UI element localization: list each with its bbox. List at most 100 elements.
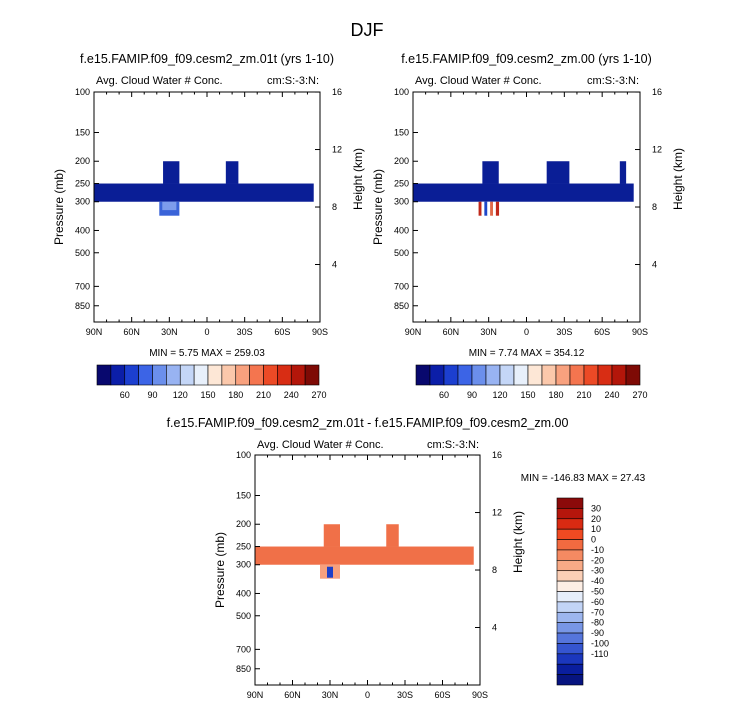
colorbar-label: -110 [591, 649, 608, 659]
x-tick-label: 90N [405, 327, 422, 337]
min-max-stats: MIN = 5.75 MAX = 259.03 [149, 348, 265, 359]
x-tick-label: 60N [123, 327, 140, 337]
subtitle-left: Avg. Cloud Water # Conc. [415, 75, 542, 87]
colorbar-swatch [556, 528, 584, 540]
y-right-tick-label: 8 [332, 202, 337, 212]
colorbar-label: -80 [591, 618, 604, 628]
data-blob [481, 201, 485, 216]
data-blob [490, 201, 494, 216]
y-right-tick-label: 12 [332, 145, 342, 155]
colorbar-swatch [541, 364, 557, 386]
colorbar-swatch [527, 364, 543, 386]
y-tick-label: 700 [394, 281, 409, 291]
colorbar: 60 90 120 150 180 210 240 270 [415, 364, 648, 400]
y-tick-label: 300 [236, 560, 251, 570]
page-title: DJF [351, 20, 384, 40]
min-max-stats: MIN = -146.83 MAX = 27.43 [521, 473, 646, 484]
y-tick-label: 100 [236, 450, 251, 460]
colorbar-swatch [277, 364, 292, 386]
y-tick-label: 500 [75, 248, 90, 258]
y-tick-label: 300 [394, 197, 409, 207]
colorbar-swatch [166, 364, 181, 386]
chart-title: f.e15.FAMIP.f09_f09.cesm2_zm.00 (yrs 1-1… [401, 52, 652, 66]
colorbar-label: 270 [311, 390, 326, 400]
x-tick-label: 60S [594, 327, 610, 337]
colorbar-label: 60 [439, 390, 449, 400]
data-tower [546, 161, 570, 184]
colorbar-swatch [556, 632, 584, 644]
colorbar-label: -100 [591, 638, 609, 648]
data-band [255, 546, 474, 565]
y-right-tick-label: 12 [492, 508, 502, 518]
x-tick-label: 90S [472, 690, 488, 700]
y-right-tick-label: 16 [652, 87, 662, 97]
colorbar-swatch [249, 364, 264, 386]
data-blob [484, 201, 488, 216]
y-right-axis-label: Height (km) [351, 148, 365, 210]
colorbar-swatch [569, 364, 585, 386]
chart-title: f.e15.FAMIP.f09_f09.cesm2_zm.01t - f.e15… [167, 416, 569, 430]
colorbar-label: 0 [591, 535, 596, 545]
colorbar-swatch [457, 364, 473, 386]
data-tower [619, 161, 627, 184]
x-tick-label: 30N [322, 690, 339, 700]
plot-frame [93, 91, 321, 323]
data-tower [225, 161, 239, 184]
colorbar-swatch [556, 518, 584, 530]
colorbar-swatch [556, 497, 584, 509]
colorbar-swatch [152, 364, 167, 386]
colorbar-swatch [110, 364, 126, 386]
data-tower [163, 161, 180, 184]
colorbar-swatch [556, 643, 584, 655]
colorbar-swatch [556, 549, 584, 561]
y-right-tick-label: 8 [492, 565, 497, 575]
colorbar-swatch [556, 663, 584, 675]
colorbar-swatch [625, 364, 641, 386]
x-tick-label: 30N [480, 327, 497, 337]
colorbar-swatch [429, 364, 445, 386]
colorbar-swatch [138, 364, 153, 386]
colorbar-swatch [179, 364, 195, 386]
y-tick-label: 500 [394, 248, 409, 258]
x-tick-label: 60S [274, 327, 290, 337]
x-tick-label: 90S [312, 327, 328, 337]
colorbar-label: 240 [604, 390, 619, 400]
data-blob [327, 566, 333, 578]
x-tick-label: 0 [365, 690, 370, 700]
colorbar-swatch [96, 364, 112, 386]
y-tick-label: 700 [236, 644, 251, 654]
data-band [413, 183, 634, 202]
data-tower [386, 524, 399, 547]
y-tick-label: 400 [75, 225, 90, 235]
data-band [94, 183, 314, 202]
y-tick-label: 300 [75, 197, 90, 207]
y-tick-label: 100 [394, 87, 409, 97]
y-tick-label: 150 [75, 128, 90, 138]
colorbar-swatch [415, 364, 431, 386]
y-tick-label: 250 [394, 179, 409, 189]
colorbar-label: 120 [492, 390, 507, 400]
data-blob [492, 201, 497, 216]
colorbar-label: 10 [591, 524, 601, 534]
colorbar-swatch [556, 570, 584, 582]
y-right-axis-label: Height (km) [511, 511, 525, 573]
x-tick-label: 90N [247, 690, 264, 700]
y-tick-label: 200 [236, 519, 251, 529]
y-right-tick-label: 4 [492, 623, 497, 633]
colorbar-swatch [556, 611, 584, 623]
colorbar-label: -40 [591, 576, 604, 586]
colorbar-swatch [556, 560, 584, 572]
colorbar-label: 180 [548, 390, 563, 400]
y-right-tick-label: 4 [652, 260, 657, 270]
x-tick-label: 0 [524, 327, 529, 337]
y-tick-label: 150 [236, 491, 251, 501]
colorbar-swatch [263, 364, 278, 386]
y-axis-label: Pressure (mb) [371, 169, 385, 245]
colorbar-swatch [485, 364, 501, 386]
y-tick-label: 100 [75, 87, 90, 97]
y-right-tick-label: 16 [332, 87, 342, 97]
y-right-tick-label: 16 [492, 450, 502, 460]
x-tick-label: 90S [632, 327, 648, 337]
colorbar-swatch [555, 364, 571, 386]
